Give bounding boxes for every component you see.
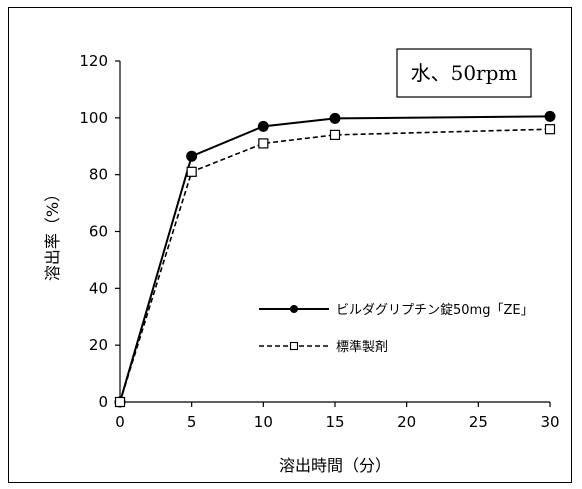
y-tick-label: 0 xyxy=(98,393,108,411)
x-ticks: 0 5 10 15 20 25 30 xyxy=(115,402,560,431)
legend-label: 標準製剤 xyxy=(336,339,388,355)
y-tick-label: 20 xyxy=(89,336,108,354)
condition-label: 水、50rpm xyxy=(411,61,518,85)
series-1-line xyxy=(119,115,551,403)
x-tick-label: 25 xyxy=(469,413,488,431)
series-2-point xyxy=(329,129,341,140)
series-2-point xyxy=(258,138,269,149)
legend-marker xyxy=(290,305,298,313)
x-tick-label: 5 xyxy=(187,413,197,431)
x-axis-title: 溶出時間（分） xyxy=(279,456,391,475)
series-1-point xyxy=(329,112,341,124)
x-tick-label: 30 xyxy=(540,413,559,431)
series-2-point xyxy=(114,396,126,408)
series-2-line xyxy=(119,128,551,403)
legend-marker xyxy=(289,341,299,351)
y-tick-label: 40 xyxy=(89,279,108,297)
y-tick-label: 120 xyxy=(79,52,108,70)
y-tick-label: 80 xyxy=(89,166,108,184)
series-2-point xyxy=(186,166,197,177)
x-tick-label: 20 xyxy=(397,413,416,431)
condition-box-border xyxy=(396,48,532,98)
series-1-point xyxy=(186,150,198,162)
series-2 xyxy=(114,124,556,408)
series-1 xyxy=(114,110,556,408)
x-tick-label: 15 xyxy=(325,413,344,431)
legend: ビルダグリプチン錠50mg「ZE」標準製剤 xyxy=(259,303,534,355)
series-2-point xyxy=(544,124,556,135)
series-layer xyxy=(114,110,556,408)
y-tick-label: 60 xyxy=(89,223,108,241)
series-1-point xyxy=(544,110,556,122)
axes xyxy=(119,61,550,403)
x-tick-label: 0 xyxy=(115,413,125,431)
y-tick-label: 100 xyxy=(79,109,108,127)
x-tick-label: 10 xyxy=(254,413,273,431)
y-ticks: 0 20 40 60 80 100 120 xyxy=(79,52,120,411)
y-axis-title: 溶出率（%） xyxy=(43,186,62,281)
series-1-point xyxy=(257,120,269,132)
condition-box: 水、50rpm xyxy=(396,48,532,98)
legend-label: ビルダグリプチン錠50mg「ZE」 xyxy=(336,303,534,318)
